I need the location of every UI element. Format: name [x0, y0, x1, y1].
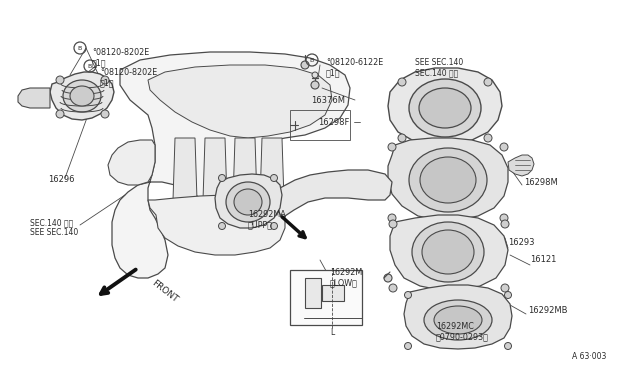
Circle shape — [389, 220, 397, 228]
Text: 16296: 16296 — [48, 175, 74, 184]
Circle shape — [384, 274, 392, 282]
Text: 16298M: 16298M — [524, 178, 557, 187]
Circle shape — [312, 72, 318, 78]
Circle shape — [388, 214, 396, 222]
Polygon shape — [203, 138, 227, 200]
Text: B: B — [310, 58, 314, 62]
Circle shape — [311, 81, 319, 89]
Bar — [290, 270, 362, 325]
Ellipse shape — [412, 222, 484, 282]
Text: °08120-8202E
（1）: °08120-8202E （1） — [100, 68, 157, 87]
Polygon shape — [173, 138, 197, 200]
Circle shape — [271, 174, 278, 182]
Ellipse shape — [424, 300, 492, 340]
Text: °08120-8202E
（1）: °08120-8202E （1） — [92, 48, 149, 67]
Polygon shape — [278, 170, 392, 218]
Circle shape — [484, 78, 492, 86]
Ellipse shape — [226, 182, 270, 222]
Circle shape — [56, 76, 64, 84]
Polygon shape — [388, 138, 508, 220]
Text: 16292MA
（UPP）: 16292MA （UPP） — [248, 210, 285, 230]
Polygon shape — [108, 140, 155, 185]
Circle shape — [501, 220, 509, 228]
Ellipse shape — [420, 157, 476, 203]
Polygon shape — [508, 155, 534, 176]
Polygon shape — [148, 195, 285, 255]
Text: 16292MB: 16292MB — [528, 306, 568, 315]
Circle shape — [404, 292, 412, 298]
Text: SEC.140 参照
SEE SEC.140: SEC.140 参照 SEE SEC.140 — [30, 218, 78, 237]
Circle shape — [218, 174, 225, 182]
Polygon shape — [215, 174, 282, 228]
Bar — [305, 278, 321, 308]
Polygon shape — [260, 138, 284, 200]
Polygon shape — [390, 215, 508, 290]
Text: 16293: 16293 — [508, 238, 534, 247]
Bar — [290, 110, 350, 140]
Polygon shape — [18, 88, 50, 108]
Circle shape — [389, 284, 397, 292]
Text: 16292MC
）0790-0293）: 16292MC ）0790-0293） — [436, 322, 489, 341]
Text: L: L — [330, 328, 334, 337]
Circle shape — [56, 110, 64, 118]
Ellipse shape — [434, 306, 482, 334]
Circle shape — [500, 214, 508, 222]
Text: 16121: 16121 — [530, 255, 556, 264]
Ellipse shape — [422, 230, 474, 274]
Circle shape — [271, 222, 278, 230]
Ellipse shape — [234, 189, 262, 215]
Polygon shape — [148, 65, 332, 138]
Bar — [322, 285, 344, 301]
Ellipse shape — [63, 80, 101, 112]
Text: FRONT: FRONT — [150, 278, 179, 304]
Circle shape — [101, 76, 109, 84]
Circle shape — [484, 134, 492, 142]
Polygon shape — [112, 52, 350, 278]
Circle shape — [301, 61, 309, 69]
Polygon shape — [233, 138, 257, 200]
Polygon shape — [404, 285, 512, 349]
Circle shape — [501, 284, 509, 292]
Ellipse shape — [409, 148, 487, 212]
Circle shape — [388, 143, 396, 151]
Circle shape — [398, 134, 406, 142]
Ellipse shape — [409, 79, 481, 137]
Text: 16376M: 16376M — [311, 96, 345, 105]
Text: A 63·003: A 63·003 — [572, 352, 606, 361]
Circle shape — [218, 222, 225, 230]
Text: °08120-6122E
（1）: °08120-6122E （1） — [326, 58, 383, 77]
Text: SEE SEC.140
SEC.140 参照: SEE SEC.140 SEC.140 参照 — [415, 58, 463, 77]
Circle shape — [404, 343, 412, 350]
Text: B: B — [88, 64, 92, 68]
Circle shape — [398, 78, 406, 86]
Ellipse shape — [419, 88, 471, 128]
Circle shape — [504, 292, 511, 298]
Circle shape — [504, 343, 511, 350]
Text: 16292M
（LOW）: 16292M （LOW） — [330, 268, 362, 288]
Polygon shape — [388, 68, 502, 144]
Circle shape — [500, 143, 508, 151]
Text: 16298F: 16298F — [318, 118, 349, 127]
Text: B: B — [78, 45, 82, 51]
Circle shape — [101, 110, 109, 118]
Polygon shape — [50, 72, 114, 120]
Ellipse shape — [70, 86, 94, 106]
